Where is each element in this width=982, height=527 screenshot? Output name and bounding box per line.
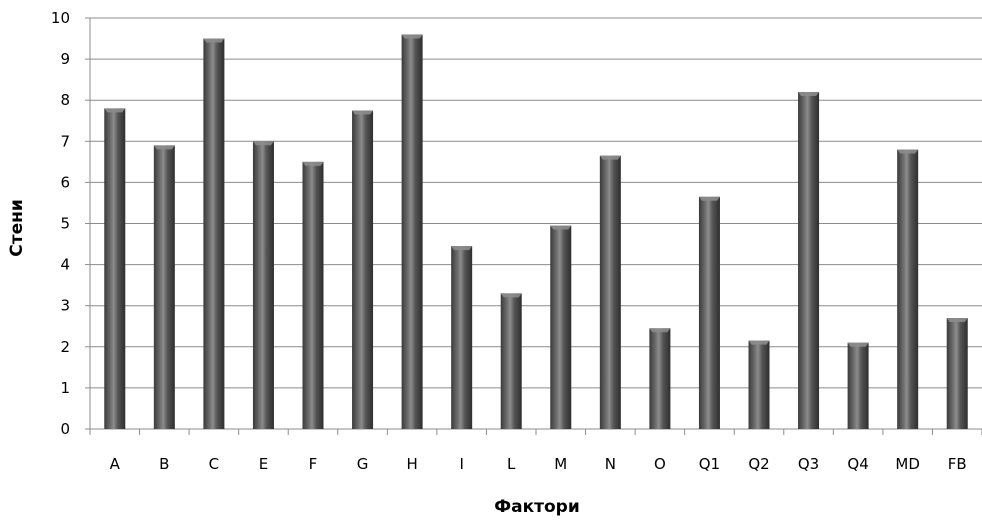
axes [85, 17, 982, 435]
bar [946, 318, 968, 429]
bar-cap [451, 246, 473, 251]
bar [847, 342, 869, 429]
bar [748, 340, 770, 429]
bar [104, 108, 126, 430]
y-tick-label: 2 [60, 338, 70, 356]
bar [897, 149, 919, 429]
x-tick-label: FB [948, 455, 967, 473]
bar-cap [798, 91, 820, 96]
bar-I [451, 246, 473, 429]
bar-E [252, 141, 274, 430]
bar-cap [104, 108, 126, 113]
bar-cap [550, 225, 572, 230]
bar [500, 293, 522, 429]
bar-Q4 [847, 342, 869, 429]
x-tick-label: B [159, 455, 169, 473]
bar-cap [401, 34, 423, 39]
bar [698, 196, 720, 429]
bar [798, 91, 820, 429]
bar-M [550, 225, 572, 429]
x-tick-label: F [309, 455, 318, 473]
bar-B [153, 145, 175, 429]
x-tick-labels: A B C E F G H I L M N O Q1 Q2 Q3 Q4 MD FB [110, 455, 967, 473]
bar-A [104, 108, 126, 430]
y-axis-title: Стени [7, 199, 27, 257]
y-tick-label: 5 [60, 215, 70, 233]
x-tick-label: Q2 [748, 455, 769, 473]
bar-cap [897, 149, 919, 154]
x-tick-label: Q4 [847, 455, 868, 473]
x-tick-label: MD [895, 455, 920, 473]
bar [203, 38, 225, 430]
bar-cap [203, 38, 225, 43]
bar [451, 246, 473, 429]
y-tick-labels: 0 1 2 3 4 5 6 7 8 9 10 [51, 9, 70, 438]
x-tick-label: Q3 [798, 455, 819, 473]
bar-cap [500, 293, 522, 298]
x-tick-label: Q1 [699, 455, 720, 473]
y-tick-label: 3 [60, 297, 70, 315]
bar-H [401, 34, 423, 429]
x-tick-label: H [406, 455, 417, 473]
bar-cap [302, 161, 324, 166]
bar-cap [946, 318, 968, 323]
bar [252, 141, 274, 430]
x-tick-label: M [554, 455, 567, 473]
x-tick-label: C [209, 455, 219, 473]
x-tick-label: L [507, 455, 516, 473]
y-tick-label: 8 [60, 91, 70, 109]
x-tick-label: O [654, 455, 666, 473]
bar-F [302, 161, 324, 429]
bar-cap [252, 141, 274, 146]
x-tick-label: G [357, 455, 369, 473]
bar-cap [847, 342, 869, 347]
y-tick-label: 4 [60, 256, 70, 274]
y-tick-label: 0 [60, 420, 70, 438]
bar [153, 145, 175, 429]
bar-MD [897, 149, 919, 429]
x-tick-label: A [110, 455, 121, 473]
gridlines [90, 17, 982, 389]
bar-G [352, 110, 374, 429]
bar-O [649, 328, 671, 429]
y-tick-label: 1 [60, 379, 70, 397]
bar-cap [649, 328, 671, 333]
bar-Q3 [798, 91, 820, 429]
y-tick-label: 10 [51, 9, 70, 27]
bar-C [203, 38, 225, 430]
y-tick-label: 9 [60, 50, 70, 68]
bar-N [599, 155, 621, 429]
bar [352, 110, 374, 429]
bar-FB [946, 318, 968, 429]
x-tick-label: I [459, 455, 463, 473]
bar-L [500, 293, 522, 429]
bar-cap [599, 155, 621, 160]
bar-cap [153, 145, 175, 150]
bar [649, 328, 671, 429]
x-axis-title: Фактори [494, 497, 579, 517]
bar [599, 155, 621, 429]
bar-cap [352, 110, 374, 115]
bar-cap [698, 196, 720, 201]
bar-cap [748, 340, 770, 345]
bar [401, 34, 423, 429]
y-tick-label: 7 [60, 132, 70, 150]
bar-Q2 [748, 340, 770, 429]
bar [550, 225, 572, 429]
x-tick-label: E [259, 455, 268, 473]
bar [302, 161, 324, 429]
x-tick-label: N [605, 455, 616, 473]
bar-Q1 [698, 196, 720, 429]
bar-series [104, 34, 968, 430]
y-tick-label: 6 [60, 173, 70, 191]
